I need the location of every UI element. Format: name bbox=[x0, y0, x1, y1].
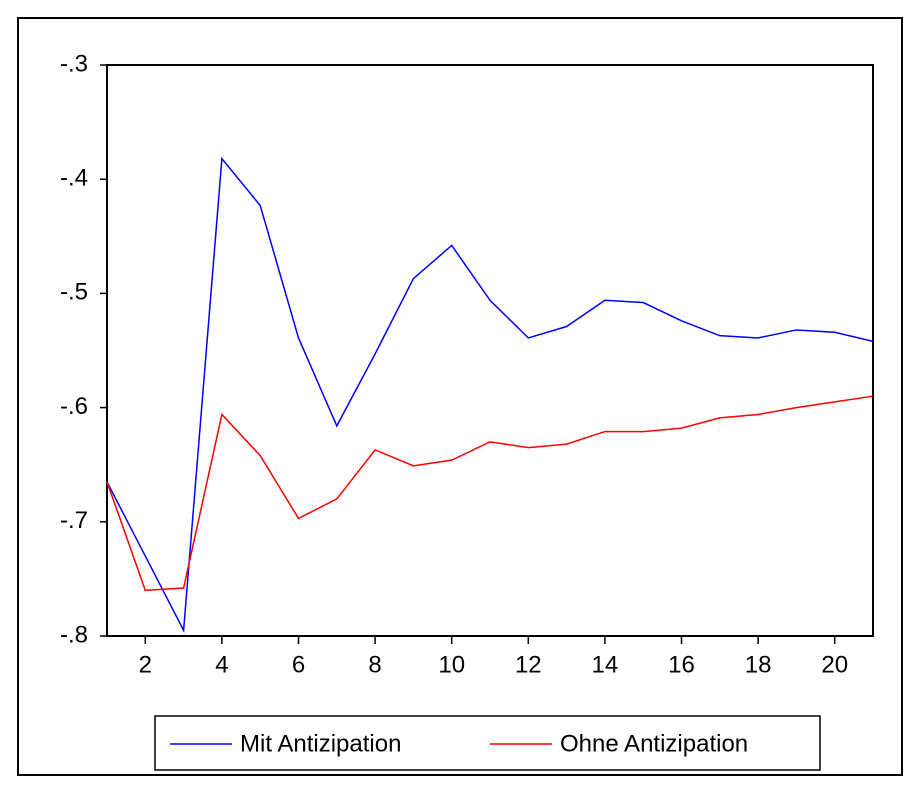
x-tick-label: 14 bbox=[592, 651, 619, 678]
x-tick-label: 4 bbox=[215, 651, 228, 678]
y-tick-label: -.8 bbox=[60, 621, 88, 648]
x-tick-label: 10 bbox=[438, 651, 465, 678]
chart-frame bbox=[17, 17, 903, 776]
y-tick-label: -.6 bbox=[60, 393, 88, 420]
y-tick-label: -.5 bbox=[60, 279, 88, 306]
x-tick-label: 12 bbox=[515, 651, 542, 678]
y-tick-label: -.3 bbox=[60, 50, 88, 77]
x-tick-label: 18 bbox=[745, 651, 772, 678]
x-tick-label: 6 bbox=[292, 651, 305, 678]
legend-label: Mit Antizipation bbox=[240, 730, 401, 757]
data-line bbox=[106, 395, 874, 592]
y-tick-label: -.7 bbox=[60, 507, 88, 534]
x-tick-label: 16 bbox=[668, 651, 695, 678]
x-tick-label: 8 bbox=[368, 651, 381, 678]
x-tick-label: 2 bbox=[139, 651, 152, 678]
legend-label: Ohne Antizipation bbox=[560, 730, 748, 757]
x-tick-label: 20 bbox=[821, 651, 848, 678]
plot-frame bbox=[106, 64, 874, 637]
legend-box bbox=[154, 715, 821, 771]
y-tick-label: -.4 bbox=[60, 165, 88, 192]
data-line bbox=[106, 156, 874, 633]
